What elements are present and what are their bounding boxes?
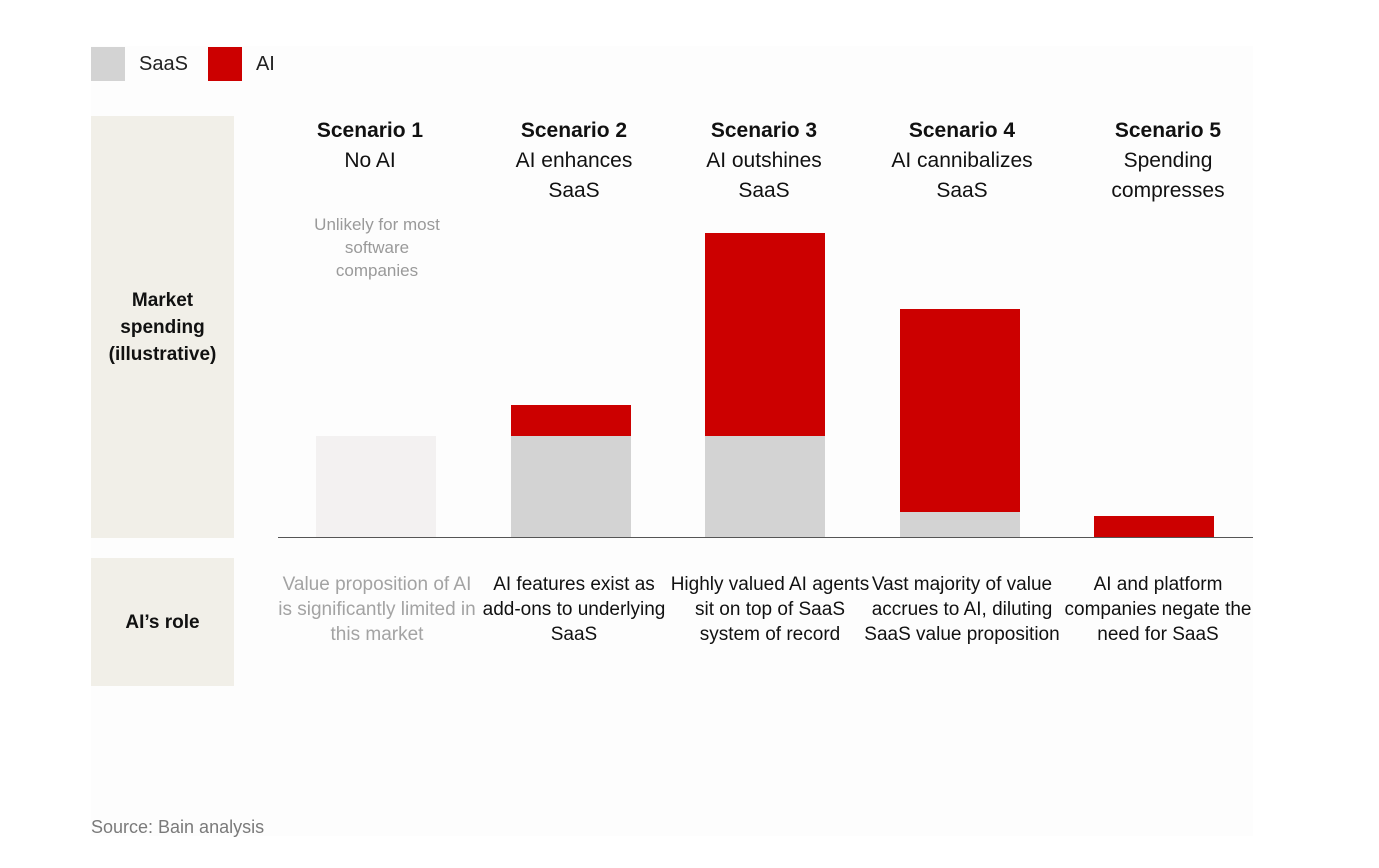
market-spending-panel: Market spending (illustrative) (91, 116, 234, 538)
bar-ai-scenario-2 (511, 405, 631, 436)
source-note: Source: Bain analysis (91, 817, 265, 837)
legend: SaaS AI (91, 47, 295, 81)
scenario-2-header: Scenario 2 AI enhances SaaS (474, 116, 674, 206)
bar-saas-scenario-2 (511, 436, 631, 537)
legend-label-saas: SaaS (139, 52, 188, 75)
bar-ai-scenario-5 (1094, 516, 1214, 537)
market-spending-label: Market spending (illustrative) (108, 289, 217, 365)
ai-role-panel: AI’s role (91, 558, 234, 686)
scenario-5-number: Scenario 5 (1114, 119, 1222, 142)
scenario-2-name: AI enhances SaaS (515, 149, 633, 202)
chart-background (91, 46, 1253, 836)
ai-role-label: AI’s role (125, 611, 200, 633)
scenario-2-number: Scenario 2 (520, 119, 628, 142)
legend-swatch-ai (207, 47, 242, 81)
scenario-4-number: Scenario 4 (908, 119, 1016, 142)
scenario-2-role: AI features exist as add-ons to underlyi… (482, 574, 666, 645)
scenario-5-name: Spending compresses (1111, 149, 1225, 202)
scenario-3-header: Scenario 3 AI outshines SaaS (664, 116, 864, 206)
scenario-3-role: Highly valued AI agents sit on top of Sa… (670, 574, 870, 645)
scenario-5-role: AI and platform companies negate the nee… (1064, 574, 1252, 645)
scenario-1-role: Value proposition of AI is significantly… (278, 574, 476, 645)
scenario-4-role: Vast majority of value accrues to AI, di… (864, 574, 1060, 645)
scenario-3-name: AI outshines SaaS (706, 149, 822, 202)
scenario-1-number: Scenario 1 (316, 119, 424, 142)
scenario-1-name: No AI (344, 149, 396, 172)
x-axis-baseline (278, 537, 1253, 538)
scenario-3-number: Scenario 3 (710, 119, 818, 142)
bar-ai-scenario-3 (705, 233, 825, 436)
legend-swatch-saas (91, 47, 125, 81)
bar-saas-scenario-1 (316, 436, 436, 537)
bar-saas-scenario-4 (900, 512, 1020, 537)
scenario-5-header: Scenario 5 Spending compresses (1068, 116, 1268, 206)
scenario-4-header: Scenario 4 AI cannibalizes SaaS (862, 116, 1062, 206)
bar-ai-scenario-4 (900, 309, 1020, 512)
scenario-4-name: AI cannibalizes SaaS (891, 149, 1033, 202)
scenario-1-header: Scenario 1 No AI (270, 116, 470, 176)
scenario-1-note: Unlikely for most software companies (314, 215, 440, 280)
bar-saas-scenario-3 (705, 436, 825, 537)
legend-label-ai: AI (255, 52, 275, 75)
